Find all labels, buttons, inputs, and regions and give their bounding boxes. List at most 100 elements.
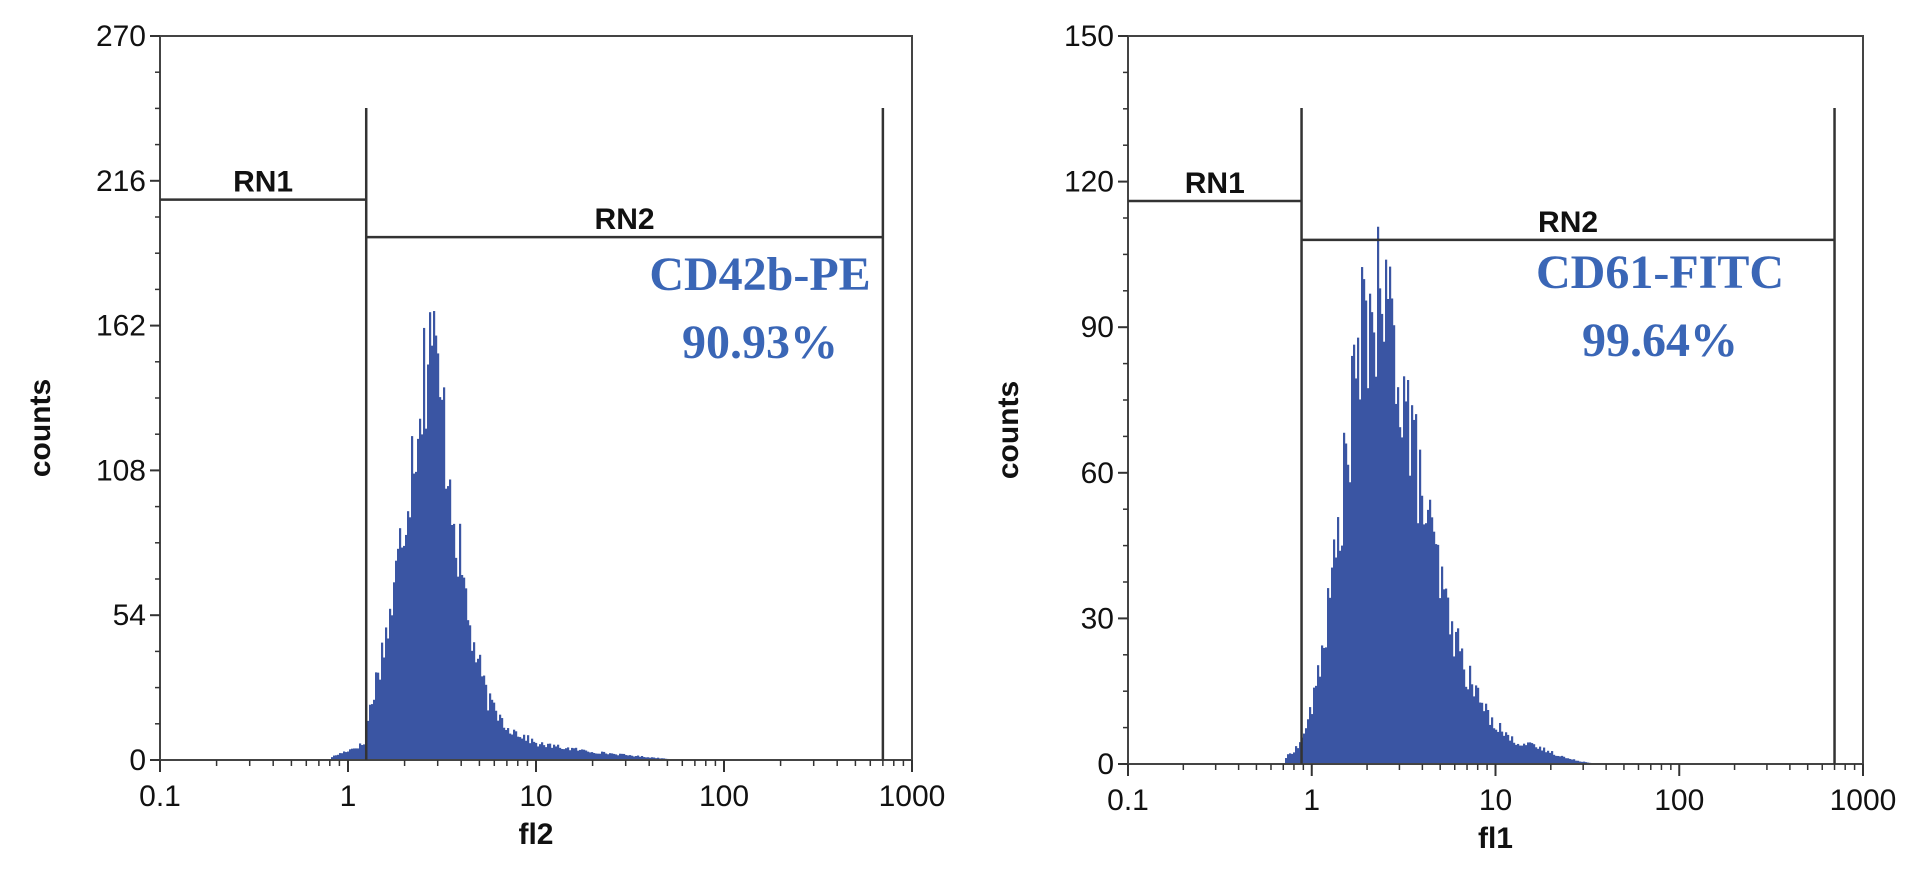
histogram-bar [1487,710,1490,764]
histogram-bar [531,738,534,760]
histogram-bar [511,734,514,760]
x-tick-label: 100 [699,780,749,813]
histogram-bar [387,638,390,760]
histogram-bars [331,311,684,761]
histogram-bar [405,534,408,760]
histogram-bar [1333,539,1336,764]
x-tick-label: 1000 [879,780,946,813]
histogram-bar [1459,651,1462,764]
histogram-bar [1287,754,1290,764]
x-axis-title: fl2 [518,818,553,851]
histogram-bar [1519,745,1522,764]
histogram-bar [583,749,586,760]
histogram-bar [543,745,546,760]
histogram-bar [1375,376,1378,764]
histogram-bar [1323,647,1326,764]
histogram-bar [487,710,490,760]
histogram-bar [1529,742,1532,764]
histogram-bar [561,748,564,760]
histogram-bar [1425,523,1428,764]
histogram-bar [1457,628,1460,764]
histogram-bar [1399,427,1402,764]
histogram-bar [1407,380,1410,764]
y-tick-label: 54 [113,599,146,632]
histogram-bar [403,545,406,760]
histogram-bar [619,753,622,760]
gate-label: RN2 [1538,206,1598,239]
histogram-bar [1577,760,1580,764]
histogram-bar [1345,443,1348,764]
histogram-bar [463,577,466,760]
histogram-bar [1479,702,1482,764]
histogram-bar [1501,731,1504,764]
histogram-bar [1443,589,1446,764]
histogram-bar [1469,665,1472,764]
histogram-bar [1289,753,1292,764]
histogram-bar [337,754,340,760]
histogram-bar [611,753,614,760]
histogram-bar [491,699,494,760]
histogram-bar [1515,744,1518,764]
histogram-bar [331,757,334,760]
histogram-bar [1379,288,1382,764]
histogram-bar [509,733,512,760]
histogram-bar [1555,755,1558,764]
histogram-bar [1557,755,1560,764]
histogram-bar [1431,517,1434,764]
histogram-bar [1471,684,1474,764]
histogram-bar [649,757,652,760]
histogram-bar [1571,759,1574,764]
histogram-bar [1347,464,1350,764]
histogram-bar [1337,517,1340,764]
histogram-bar [1377,226,1380,764]
histogram-bar [391,615,394,760]
annotation: CD42b-PE 90.93% [649,248,870,369]
histogram-bar [633,756,636,760]
histogram-bar [1421,495,1424,764]
histogram-bar [1565,758,1568,764]
x-axis-title: fl1 [1478,822,1513,855]
histogram-bar [453,523,456,760]
histogram-bar [1339,550,1342,764]
histogram-bar [585,750,588,760]
histogram-bar [1473,696,1476,764]
histogram-bar [429,312,432,760]
histogram-bar [1353,344,1356,764]
histogram-bar [1495,729,1498,764]
histogram-bar [485,684,488,760]
histogram-bar [1349,482,1352,764]
histogram-bar [599,753,602,760]
histogram-bar [1489,724,1492,764]
histogram-bar [523,734,526,760]
histogram-bar [411,436,414,760]
y-tick-label: 162 [96,310,146,343]
histogram-bar [1441,566,1444,764]
histogram-bar [355,748,358,760]
histogram-bar [417,438,420,760]
histogram-bar [1293,752,1296,764]
histogram-bar [1369,293,1372,764]
gates: RN1 RN2 [1128,108,1836,764]
histogram-bar [1581,761,1584,764]
gate-label: RN1 [1185,167,1245,200]
histogram-bar [653,757,656,760]
histogram-bar [1575,760,1578,764]
histogram-bar [349,749,352,760]
histogram-bar [473,642,476,760]
histogram-bar [657,757,660,760]
histogram-bar [595,753,598,760]
histogram-bar [519,737,522,760]
histogram-bar [1449,634,1452,764]
histogram-bar [581,749,584,760]
y-axis-title: counts [24,379,57,477]
histogram-bar [1387,298,1390,764]
histogram-bar [537,746,540,760]
y-tick-label: 90 [1081,311,1114,344]
histogram-bar [443,387,446,760]
histogram-bar [639,756,642,760]
histogram-bar [645,757,648,760]
histogram-bar [1573,759,1576,764]
histogram-bar [1363,279,1366,764]
y-tick-label: 0 [1097,748,1114,781]
